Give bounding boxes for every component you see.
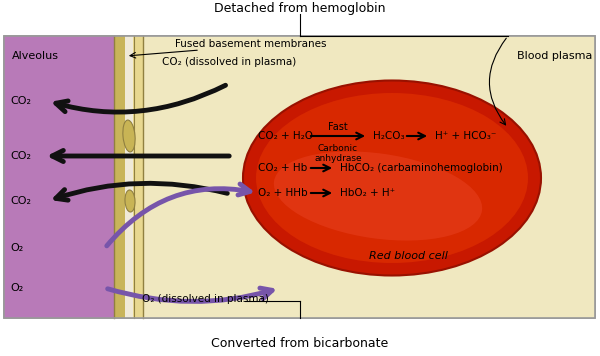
Bar xyxy=(4,36,595,318)
Text: Alveolus: Alveolus xyxy=(12,51,59,61)
Text: Converted from bicarbonate: Converted from bicarbonate xyxy=(211,337,389,350)
Bar xyxy=(4,36,595,318)
Bar xyxy=(133,36,143,318)
Text: HbO₂ + H⁺: HbO₂ + H⁺ xyxy=(340,188,395,198)
Text: O₂ + HHb: O₂ + HHb xyxy=(258,188,308,198)
Ellipse shape xyxy=(274,151,482,241)
Text: CO₂: CO₂ xyxy=(10,196,31,206)
Text: CO₂ (dissolved in plasma): CO₂ (dissolved in plasma) xyxy=(162,57,296,67)
Ellipse shape xyxy=(125,190,135,212)
Text: O₂: O₂ xyxy=(10,283,23,293)
Text: Carbonic
anhydrase: Carbonic anhydrase xyxy=(314,144,362,163)
Bar xyxy=(125,36,137,318)
Text: H⁺ + HCO₃⁻: H⁺ + HCO₃⁻ xyxy=(435,131,496,141)
Text: CO₂: CO₂ xyxy=(10,96,31,106)
Text: H₂CO₃: H₂CO₃ xyxy=(373,131,404,141)
Text: CO₂: CO₂ xyxy=(10,151,31,161)
Text: CO₂ + H₂O: CO₂ + H₂O xyxy=(258,131,313,141)
Text: O₂: O₂ xyxy=(10,243,23,253)
Ellipse shape xyxy=(256,93,528,263)
Text: Red blood cell: Red blood cell xyxy=(368,251,448,261)
Bar xyxy=(114,36,134,318)
Text: HbCO₂ (carbaminohemoglobin): HbCO₂ (carbaminohemoglobin) xyxy=(340,163,503,173)
Text: Fused basement membranes: Fused basement membranes xyxy=(175,39,326,49)
Text: O₂ (dissolved in plasma): O₂ (dissolved in plasma) xyxy=(142,294,268,304)
Ellipse shape xyxy=(243,80,541,276)
Text: CO₂ + Hb: CO₂ + Hb xyxy=(258,163,307,173)
Bar xyxy=(122,36,595,318)
Bar xyxy=(4,36,122,318)
Text: Fast: Fast xyxy=(328,122,348,132)
Text: Blood plasma: Blood plasma xyxy=(517,51,592,61)
Text: Detached from hemoglobin: Detached from hemoglobin xyxy=(214,2,386,15)
Ellipse shape xyxy=(123,120,135,152)
